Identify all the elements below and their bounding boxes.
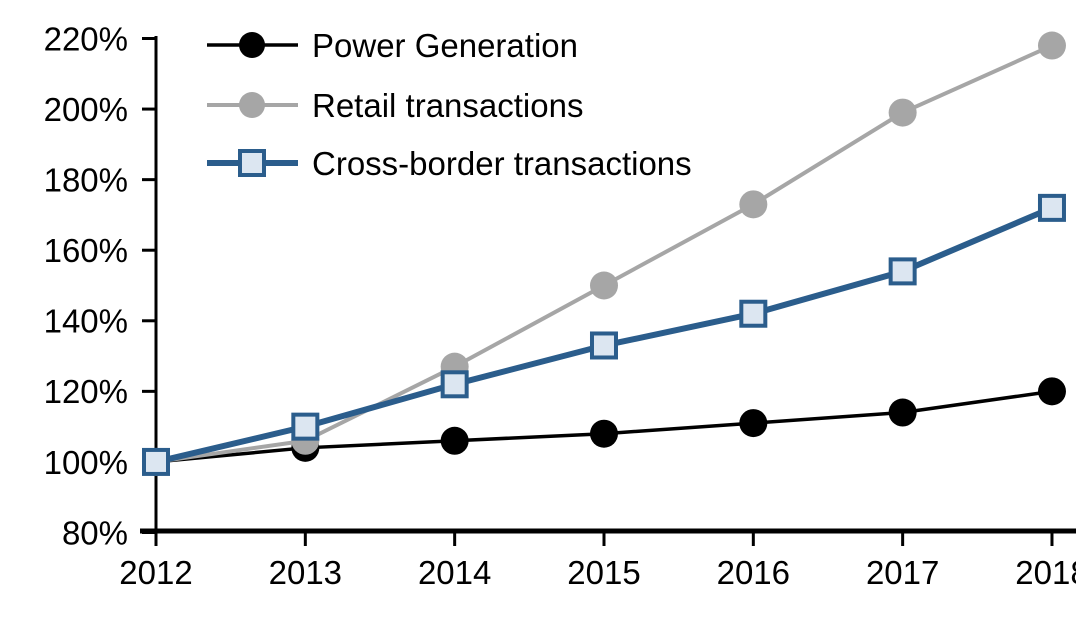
y-tick-label: 140% [44, 303, 128, 340]
legend-label-retail-transactions: Retail transactions [312, 87, 583, 124]
marker-cross-border-transactions-2012 [142, 447, 170, 476]
y-tick-label: 120% [44, 373, 128, 410]
x-tick-label: 2016 [717, 554, 790, 591]
legend-item-retail-transactions: Retail transactions [207, 87, 583, 124]
legend-item-power-generation: Power Generation [207, 27, 578, 64]
x-tick-label: 2018 [1015, 554, 1076, 591]
line-chart-figure: 80% 100% 120% 140% 160% 180% 200% 220% 2012 2013 2… [40, 16, 1076, 606]
marker-cross-border-transactions-2017 [888, 257, 917, 286]
y-tick-label: 100% [44, 444, 128, 481]
marker-power-generation-2015 [589, 419, 618, 448]
y-tick-label: 160% [44, 232, 128, 269]
legend-marker-retail-transactions [239, 92, 265, 118]
marker-retail-transactions-2016 [739, 190, 768, 219]
y-tick-label: 80% [62, 514, 128, 551]
y-tick-label: 220% [44, 20, 128, 57]
marker-cross-border-transactions-2013 [291, 412, 320, 441]
marker-cross-border-transactions-2015 [589, 331, 618, 360]
x-tick-label: 2013 [269, 554, 342, 591]
marker-power-generation-2016 [739, 409, 768, 438]
legend-marker-cross-border-transactions [238, 149, 266, 177]
marker-retail-transactions-2017 [888, 98, 917, 127]
marker-power-generation-2014 [440, 426, 469, 455]
legend-label-power-generation: Power Generation [312, 27, 578, 64]
legend-marker-power-generation [239, 32, 265, 58]
marker-cross-border-transactions-2014 [440, 370, 469, 399]
x-tick-label: 2017 [866, 554, 939, 591]
marker-cross-border-transactions-2018 [1037, 193, 1066, 222]
x-tick-label: 2012 [119, 554, 192, 591]
legend-label-cross-border-transactions: Cross-border transactions [312, 145, 692, 182]
marker-cross-border-transactions-2016 [739, 299, 768, 328]
x-tick-label: 2015 [567, 554, 640, 591]
marker-power-generation-2018 [1037, 377, 1066, 406]
legend-item-cross-border-transactions: Cross-border transactions [207, 145, 692, 182]
marker-retail-transactions-2018 [1037, 31, 1066, 60]
series-line-retail-transactions [155, 43, 1053, 464]
line-chart-canvas: 80% 100% 120% 140% 160% 180% 200% 220% 2012 2013 2… [44, 20, 1076, 591]
marker-retail-transactions-2015 [589, 271, 618, 300]
x-tick-label: 2014 [418, 554, 491, 591]
marker-power-generation-2017 [888, 398, 917, 427]
y-tick-label: 200% [44, 91, 128, 128]
y-tick-label: 180% [44, 162, 128, 199]
